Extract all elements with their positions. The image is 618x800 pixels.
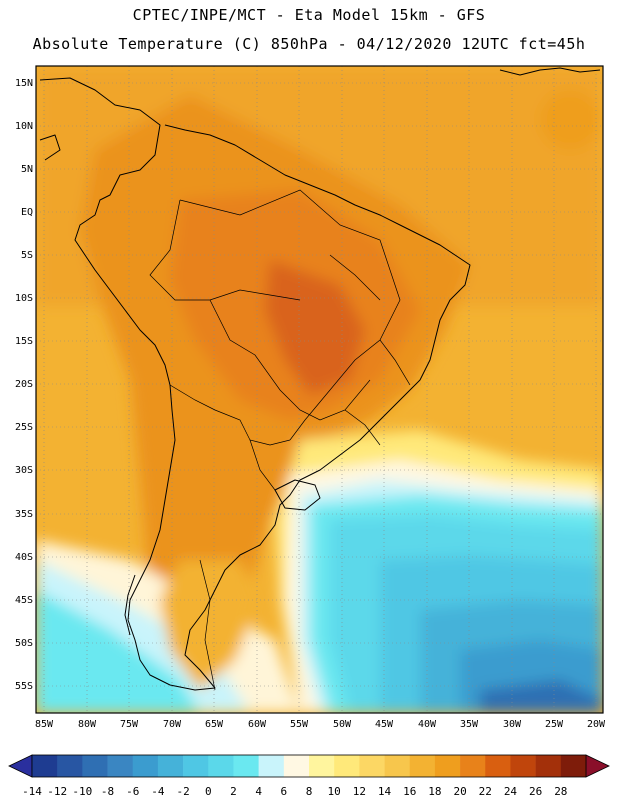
colorbar-swatch [258,755,285,777]
colorbar-swatch [233,755,259,777]
colorbar-label: 18 [428,785,441,798]
colorbar: -14 -12 -10 -8 -6 -4 -2 0 2 4 6 8 10 12 14 16 18 20 22 24 26… [8,754,610,798]
colorbar-swatch [510,755,536,777]
colorbar-swatch [434,755,461,777]
colorbar-label: 24 [504,785,518,798]
temperature-field [36,66,603,713]
colorbar-swatch [309,755,335,777]
lon-label: 40W [418,719,437,730]
colorbar-label: 26 [529,785,542,798]
lon-label: 70W [163,719,182,730]
graticule [36,66,603,713]
colorbar-label: 6 [281,785,288,798]
colorbar-label: 0 [205,785,212,798]
colorbar-swatch [208,755,234,777]
map-title-line-2: Absolute Temperature (C) 850hPa - 04/12/… [32,35,586,53]
colorbar-label: 16 [403,785,416,798]
colorbar-label: -6 [126,785,139,798]
colorbar-swatch [535,755,562,777]
lon-label: 35W [460,719,479,730]
lat-label: 45S [15,595,33,606]
colorbar-label: -2 [176,785,189,798]
lon-label: 20W [587,719,606,730]
country-borders [149,189,411,691]
colorbar-label: -8 [101,785,114,798]
colorbar-swatch [283,755,310,777]
colorbar-swatch [384,755,411,777]
colorbar-label: 2 [230,785,237,798]
colorbar-swatch [183,755,209,777]
colorbar-swatch [132,755,159,777]
colorbar-swatch [82,755,108,777]
colorbar-label: 10 [328,785,341,798]
lat-label: 55S [15,681,33,692]
map-title-line-1: CPTEC/INPE/MCT - Eta Model 15km - GFS [132,6,486,24]
colorbar-label: 28 [554,785,567,798]
colorbar-swatch [460,755,486,777]
lat-label: 30S [15,465,33,476]
lon-label: 55W [290,719,309,730]
lat-label: 20S [15,379,33,390]
longitude-axis: 85W 80W 75W 70W 65W 60W 55W 50W 45W 40W … [35,719,606,730]
lon-label: 50W [333,719,352,730]
lat-label: 40S [15,552,33,563]
colorbar-label: 14 [378,785,392,798]
lon-label: 25W [545,719,564,730]
colorbar-label: -12 [47,785,67,798]
colorbar-swatch [359,755,385,777]
colorbar-label: 20 [453,785,466,798]
lat-label: EQ [21,207,33,218]
lat-label: 15N [15,78,33,89]
lon-label: 30W [503,719,522,730]
lon-label: 60W [248,719,267,730]
colorbar-swatch [485,755,511,777]
colorbar-swatch [409,755,436,777]
lat-label: 10S [15,293,33,304]
lon-label: 65W [205,719,224,730]
colorbar-label: 22 [479,785,492,798]
lon-label: 75W [120,719,139,730]
lon-label: 45W [375,719,394,730]
colorbar-high-arrow [585,754,610,778]
colorbar-swatch [560,755,587,777]
colorbar-label: 8 [306,785,313,798]
lon-label: 85W [35,719,54,730]
colorbar-swatch [107,755,134,777]
colorbar-label: 12 [353,785,366,798]
lat-label: 5S [21,250,33,261]
lat-label: 35S [15,509,33,520]
colorbar-frame [31,754,587,778]
colorbar-swatch [32,755,58,777]
lat-label: 15S [15,336,33,347]
lon-label: 80W [78,719,97,730]
colorbar-swatch [57,755,83,777]
lat-label: 10N [15,121,33,132]
latitude-axis: 15N 10N 5N EQ 5S 10S 15S 20S 25S 30S 35S… [15,78,33,692]
colorbar-label: -4 [151,785,165,798]
colorbar-low-arrow [8,754,33,778]
coastlines [39,67,601,691]
colorbar-swatch [334,755,360,777]
map-frame [35,65,604,714]
colorbar-label: 4 [255,785,262,798]
colorbar-swatch [157,755,184,777]
colorbar-label: -10 [72,785,92,798]
lat-label: 25S [15,422,33,433]
colorbar-label: -14 [22,785,42,798]
lat-label: 5N [21,164,33,175]
lat-label: 50S [15,638,33,649]
